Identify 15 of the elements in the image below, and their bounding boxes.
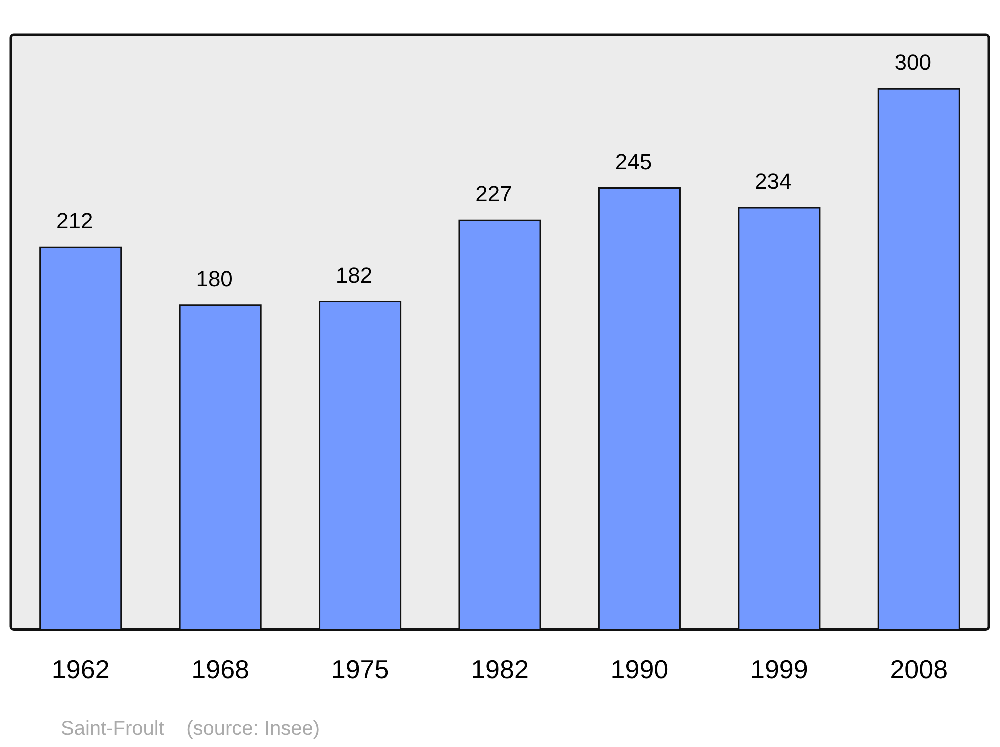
data-label: 300 bbox=[894, 50, 932, 76]
x-tick-label: 1962 bbox=[52, 654, 110, 685]
x-tick-label: 1982 bbox=[471, 654, 529, 685]
x-tick-label: 1968 bbox=[192, 654, 250, 685]
data-label: 182 bbox=[336, 262, 373, 288]
data-label: 212 bbox=[56, 208, 94, 234]
data-label: 227 bbox=[476, 182, 512, 207]
data-label: 245 bbox=[615, 149, 652, 174]
x-tick-label: 1999 bbox=[750, 654, 808, 685]
x-tick-label: 1975 bbox=[331, 654, 390, 685]
text: Saint-Froult (source: Insee) bbox=[61, 718, 320, 740]
x-tick-label: 2008 bbox=[890, 654, 948, 685]
x-tick-label: 1990 bbox=[610, 654, 669, 685]
data-label: 180 bbox=[196, 266, 233, 292]
data-label: 234 bbox=[755, 169, 792, 194]
